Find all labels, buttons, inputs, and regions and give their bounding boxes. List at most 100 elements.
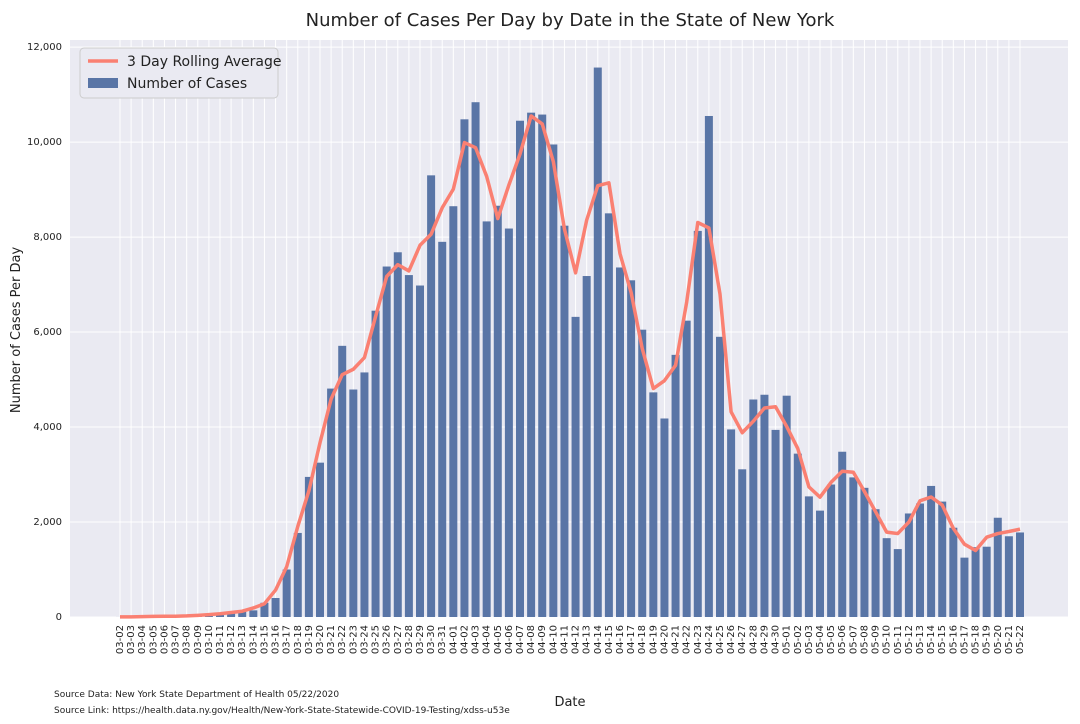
bar bbox=[760, 395, 768, 617]
x-tick-label: 04-30 bbox=[771, 625, 782, 654]
x-tick-label: 05-12 bbox=[904, 625, 915, 654]
bar bbox=[716, 337, 724, 617]
bar bbox=[583, 276, 591, 617]
y-tick-label: 10,000 bbox=[27, 137, 62, 148]
x-tick-label: 04-07 bbox=[515, 625, 526, 654]
bar bbox=[872, 509, 880, 617]
bar bbox=[494, 206, 502, 617]
bar bbox=[827, 485, 835, 617]
x-tick-label: 03-13 bbox=[237, 625, 248, 654]
x-tick-label: 05-01 bbox=[782, 625, 793, 654]
x-tick-label: 03-25 bbox=[371, 625, 382, 654]
x-tick-label: 04-24 bbox=[704, 625, 715, 654]
x-tick-label: 03-09 bbox=[193, 625, 204, 654]
x-tick-label: 03-06 bbox=[159, 625, 170, 654]
x-tick-label: 04-21 bbox=[671, 625, 682, 654]
x-tick-label: 05-14 bbox=[926, 625, 937, 654]
x-tick-label: 03-08 bbox=[182, 625, 193, 654]
x-tick-label: 04-20 bbox=[659, 625, 670, 654]
x-tick-label: 04-02 bbox=[459, 625, 470, 654]
bar bbox=[272, 598, 280, 617]
bar bbox=[927, 486, 935, 617]
bar bbox=[1005, 536, 1013, 617]
x-tick-label: 05-03 bbox=[804, 625, 815, 654]
bar bbox=[805, 496, 813, 617]
source-link: Source Link: https://health.data.ny.gov/… bbox=[54, 706, 510, 716]
bar bbox=[360, 372, 368, 617]
x-tick-label: 05-04 bbox=[815, 625, 826, 654]
x-tick-label: 04-12 bbox=[571, 625, 582, 654]
bar bbox=[549, 144, 557, 617]
bar bbox=[938, 502, 946, 617]
bar bbox=[849, 477, 857, 617]
bar bbox=[383, 267, 391, 617]
bar bbox=[960, 558, 968, 617]
y-tick-label: 0 bbox=[56, 612, 62, 623]
x-tick-label: 05-08 bbox=[859, 625, 870, 654]
x-tick-label: 05-07 bbox=[848, 625, 859, 654]
bar bbox=[449, 206, 457, 617]
bar bbox=[249, 610, 257, 617]
x-tick-label: 05-09 bbox=[871, 625, 882, 654]
bar bbox=[638, 330, 646, 617]
bar bbox=[894, 549, 902, 617]
bar bbox=[505, 229, 513, 617]
bar bbox=[294, 533, 302, 617]
x-tick-label: 05-02 bbox=[793, 625, 804, 654]
x-tick-label: 04-25 bbox=[715, 625, 726, 654]
legend-label: Number of Cases bbox=[127, 76, 247, 92]
x-tick-label: 04-26 bbox=[726, 625, 737, 654]
x-tick-label: 04-11 bbox=[559, 625, 570, 654]
x-tick-label: 04-06 bbox=[504, 625, 515, 654]
x-tick-label: 03-15 bbox=[259, 625, 270, 654]
bar bbox=[794, 454, 802, 617]
bar bbox=[694, 231, 702, 617]
bar bbox=[460, 119, 468, 617]
x-axis-label: Date bbox=[554, 695, 585, 710]
bar bbox=[983, 547, 991, 617]
bar bbox=[660, 418, 668, 617]
x-tick-label: 03-21 bbox=[326, 625, 337, 654]
x-tick-label: 03-26 bbox=[382, 625, 393, 654]
x-tick-label: 03-31 bbox=[437, 625, 448, 654]
y-tick-label: 2,000 bbox=[33, 517, 62, 528]
x-tick-label: 03-11 bbox=[215, 625, 226, 654]
x-tick-label: 05-15 bbox=[937, 625, 948, 654]
bar bbox=[527, 113, 535, 617]
x-tick-label: 05-05 bbox=[826, 625, 837, 654]
x-tick-label: 05-21 bbox=[1004, 625, 1015, 654]
x-tick-label: 04-28 bbox=[748, 625, 759, 654]
x-tick-label: 04-13 bbox=[582, 625, 593, 654]
bar bbox=[316, 463, 324, 617]
x-tick-label: 04-16 bbox=[615, 625, 626, 654]
x-tick-label: 03-14 bbox=[248, 625, 259, 654]
bar bbox=[772, 430, 780, 617]
x-tick-label: 05-17 bbox=[959, 625, 970, 654]
x-tick-label: 04-18 bbox=[637, 625, 648, 654]
bar bbox=[572, 317, 580, 617]
bar bbox=[727, 429, 735, 617]
bar bbox=[649, 392, 657, 617]
x-tick-label: 05-19 bbox=[982, 625, 993, 654]
x-tick-label: 03-04 bbox=[137, 625, 148, 654]
x-tick-label: 05-22 bbox=[1015, 625, 1026, 654]
bar bbox=[427, 175, 435, 617]
bar bbox=[672, 355, 680, 617]
x-tick-label: 05-11 bbox=[893, 625, 904, 654]
x-tick-label: 04-19 bbox=[648, 625, 659, 654]
bar bbox=[705, 116, 713, 617]
bar bbox=[594, 68, 602, 617]
bar bbox=[405, 275, 413, 617]
x-tick-label: 03-30 bbox=[426, 625, 437, 654]
x-tick-label: 03-22 bbox=[337, 625, 348, 654]
x-tick-label: 03-12 bbox=[226, 625, 237, 654]
bar bbox=[394, 252, 402, 617]
bar bbox=[560, 226, 568, 617]
bar bbox=[472, 102, 480, 617]
x-tick-label: 04-27 bbox=[737, 625, 748, 654]
x-tick-label: 03-29 bbox=[415, 625, 426, 654]
bar bbox=[916, 503, 924, 617]
bar bbox=[416, 286, 424, 617]
